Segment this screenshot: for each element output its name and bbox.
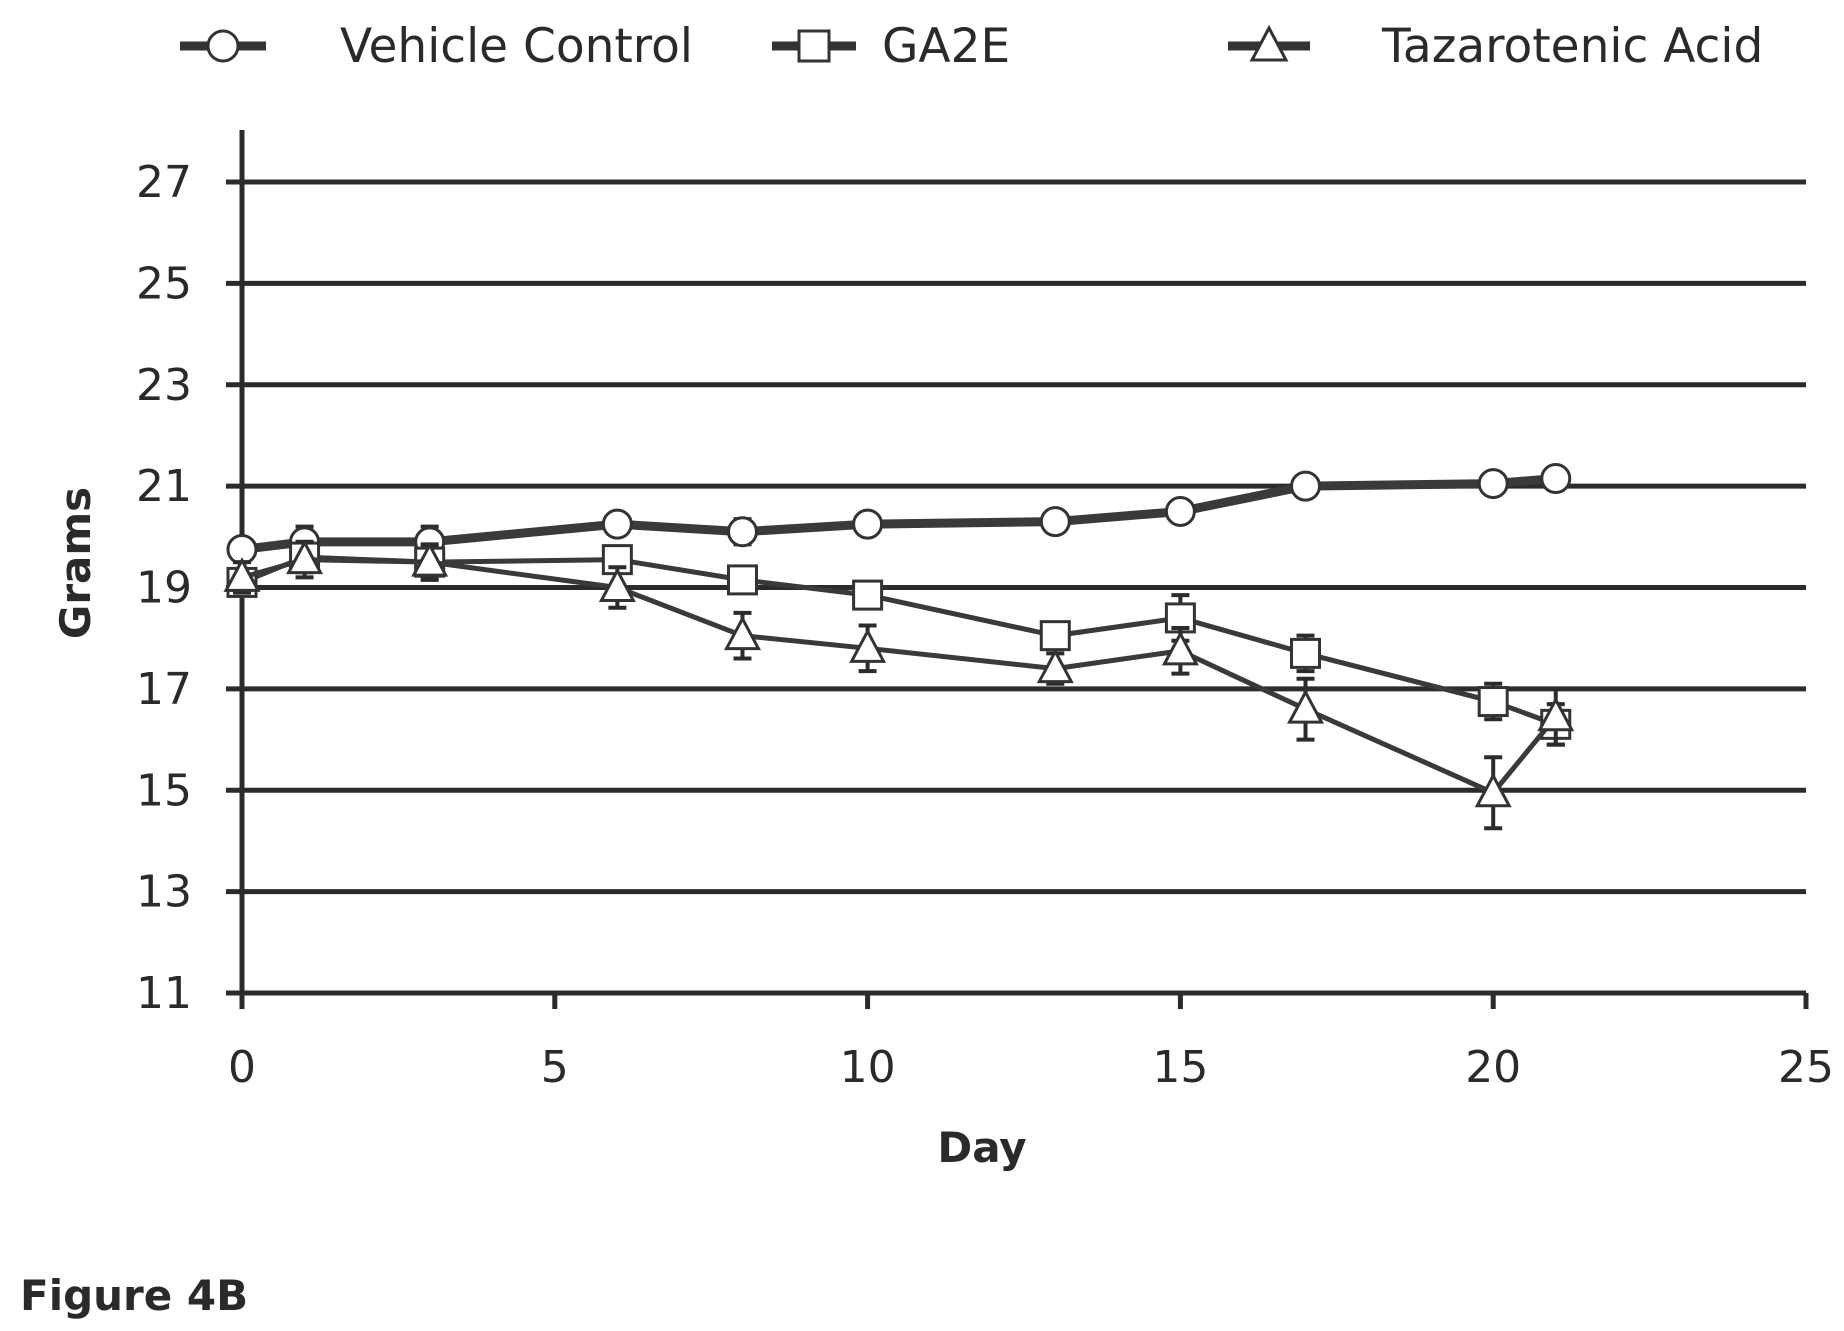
legend-label-ga2e: GA2E xyxy=(882,19,1010,74)
data-point xyxy=(852,579,884,611)
data-point xyxy=(1039,620,1071,652)
data-point xyxy=(1477,468,1509,500)
y-tick-label: 21 xyxy=(136,461,192,512)
series-line xyxy=(241,554,1557,727)
legend-label-vehicle-control: Vehicle Control xyxy=(340,19,693,74)
data-point xyxy=(849,628,887,663)
data-point xyxy=(1537,696,1575,732)
y-tick-label: 19 xyxy=(136,563,192,614)
legend-label-tazarotenic-acid: Tazarotenic Acid xyxy=(1381,19,1763,74)
y-tick-label: 17 xyxy=(136,664,192,715)
data-point xyxy=(726,564,758,596)
data-point xyxy=(1039,506,1071,538)
x-tick-label: 25 xyxy=(1778,1042,1834,1093)
data-point xyxy=(598,567,636,602)
x-tick-label: 15 xyxy=(1152,1042,1208,1093)
x-axis-title: Day xyxy=(937,1123,1026,1172)
data-point xyxy=(852,508,884,540)
x-tick-label: 5 xyxy=(541,1042,569,1093)
y-tick-label: 25 xyxy=(136,258,192,309)
legend-item-vehicle-control: Vehicle Control xyxy=(180,19,693,74)
data-point xyxy=(223,557,261,592)
data-point xyxy=(1540,463,1572,495)
series-layer xyxy=(223,463,1575,831)
y-axis-title: Grams xyxy=(51,487,100,639)
data-point xyxy=(286,539,324,575)
data-point xyxy=(1161,630,1199,666)
y-tick-label: 15 xyxy=(136,765,192,816)
circle-marker-icon xyxy=(206,29,240,63)
series-tazarotenic-acid xyxy=(223,539,1575,831)
y-tick-label: 27 xyxy=(136,157,192,208)
axes: 11 13 15 17 19 21 23 25 27 0 5 10 15 20 25 xyxy=(136,130,1834,1093)
data-point xyxy=(1477,686,1509,718)
data-point xyxy=(1036,648,1074,684)
y-tick-label: 11 xyxy=(136,968,192,1019)
data-point xyxy=(601,508,633,540)
data-point xyxy=(1290,470,1322,502)
data-point xyxy=(1290,637,1322,669)
series-line xyxy=(241,557,1558,796)
gridlines xyxy=(226,179,1806,996)
y-tick-label: 23 xyxy=(136,360,192,411)
data-point xyxy=(1164,495,1196,527)
x-tick-label: 0 xyxy=(228,1042,256,1093)
data-point xyxy=(726,516,758,548)
legend-item-ga2e: GA2E xyxy=(772,19,1010,74)
x-tick-label: 20 xyxy=(1465,1042,1521,1093)
legend: Vehicle Control GA2E Tazarotenic Acid xyxy=(180,19,1763,74)
data-point xyxy=(723,615,761,651)
data-point xyxy=(1287,688,1325,724)
data-point xyxy=(411,541,449,577)
square-marker-icon xyxy=(797,29,831,63)
legend-item-tazarotenic-acid: Tazarotenic Acid xyxy=(1228,19,1763,74)
figure-label: Figure 4B xyxy=(20,1271,248,1320)
data-point xyxy=(1474,772,1512,808)
y-tick-label: 13 xyxy=(136,867,192,918)
x-tick-label: 10 xyxy=(840,1042,896,1093)
triangle-marker-icon xyxy=(1249,24,1289,62)
